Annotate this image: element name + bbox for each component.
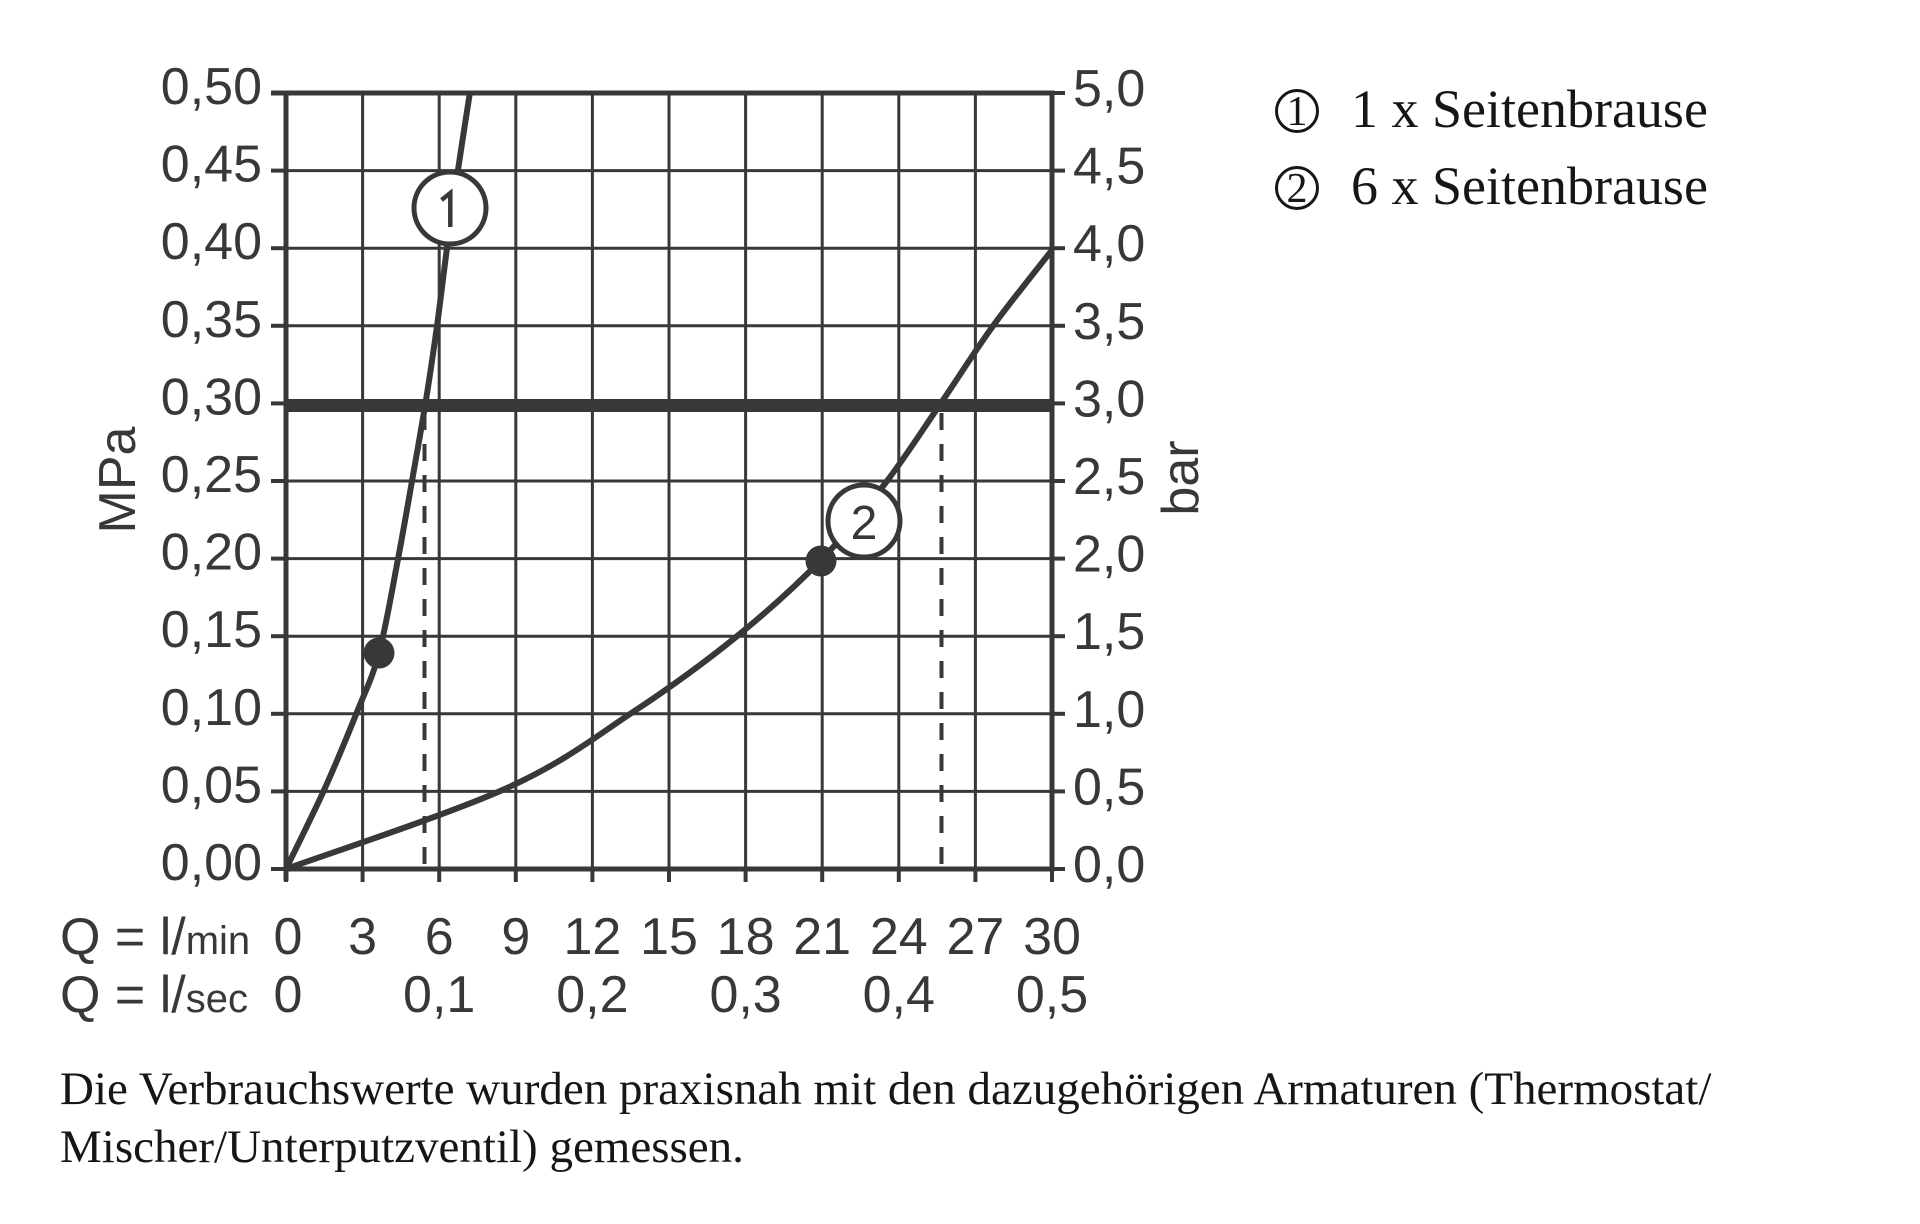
svg-text:0,45: 0,45 (161, 136, 262, 194)
svg-text:bar: bar (1152, 440, 1210, 515)
svg-text:1,5: 1,5 (1073, 603, 1145, 661)
svg-text:3,0: 3,0 (1073, 370, 1145, 428)
svg-text:2,0: 2,0 (1073, 526, 1145, 584)
svg-text:1,0: 1,0 (1073, 681, 1145, 739)
svg-text:0,30: 0,30 (161, 368, 262, 426)
svg-text:0,2: 0,2 (556, 966, 628, 1024)
svg-text:0,20: 0,20 (161, 524, 262, 582)
svg-text:27: 27 (946, 908, 1004, 966)
svg-text:24: 24 (870, 908, 928, 966)
svg-text:18: 18 (717, 908, 775, 966)
svg-text:4,0: 4,0 (1073, 215, 1145, 273)
svg-text:2: 2 (851, 497, 878, 550)
svg-text:1 x Seitenbrause: 1 x Seitenbrause (1351, 79, 1708, 139)
svg-text:0,10: 0,10 (161, 679, 262, 737)
svg-text:0,25: 0,25 (161, 446, 262, 504)
svg-text:MPa: MPa (89, 426, 147, 533)
svg-text:0,05: 0,05 (161, 756, 262, 814)
svg-text:2: 2 (1287, 166, 1308, 212)
svg-text:Die Verbrauchswerte wurden pra: Die Verbrauchswerte wurden praxisnah mit… (60, 1063, 1712, 1115)
svg-text:0,0: 0,0 (1073, 836, 1145, 894)
svg-text:1: 1 (1287, 89, 1308, 135)
svg-text:30: 30 (1023, 908, 1081, 966)
svg-text:0,15: 0,15 (161, 601, 262, 659)
svg-text:0,3: 0,3 (709, 966, 781, 1024)
svg-text:2,5: 2,5 (1073, 448, 1145, 506)
svg-text:6 x Seitenbrause: 6 x Seitenbrause (1351, 156, 1708, 216)
svg-text:0: 0 (274, 908, 303, 966)
svg-text:Mischer/Unterputzventil) gemes: Mischer/Unterputzventil) gemessen. (60, 1121, 744, 1173)
svg-text:0,4: 0,4 (863, 966, 935, 1024)
svg-text:15: 15 (640, 908, 698, 966)
svg-text:0,5: 0,5 (1016, 966, 1088, 1024)
svg-text:3,5: 3,5 (1073, 293, 1145, 351)
svg-text:21: 21 (793, 908, 851, 966)
svg-text:6: 6 (425, 908, 454, 966)
svg-text:0,1: 0,1 (403, 966, 475, 1024)
svg-text:12: 12 (563, 908, 621, 966)
svg-text:0,00: 0,00 (161, 834, 262, 892)
svg-text:5,0: 5,0 (1073, 60, 1145, 118)
svg-text:0,5: 0,5 (1073, 758, 1145, 816)
svg-text:4,5: 4,5 (1073, 138, 1145, 196)
svg-text:9: 9 (501, 908, 530, 966)
svg-text:0,35: 0,35 (161, 291, 262, 349)
svg-text:0,50: 0,50 (161, 58, 262, 116)
svg-text:0,40: 0,40 (161, 213, 262, 271)
svg-text:3: 3 (348, 908, 377, 966)
svg-text:0: 0 (274, 966, 303, 1024)
